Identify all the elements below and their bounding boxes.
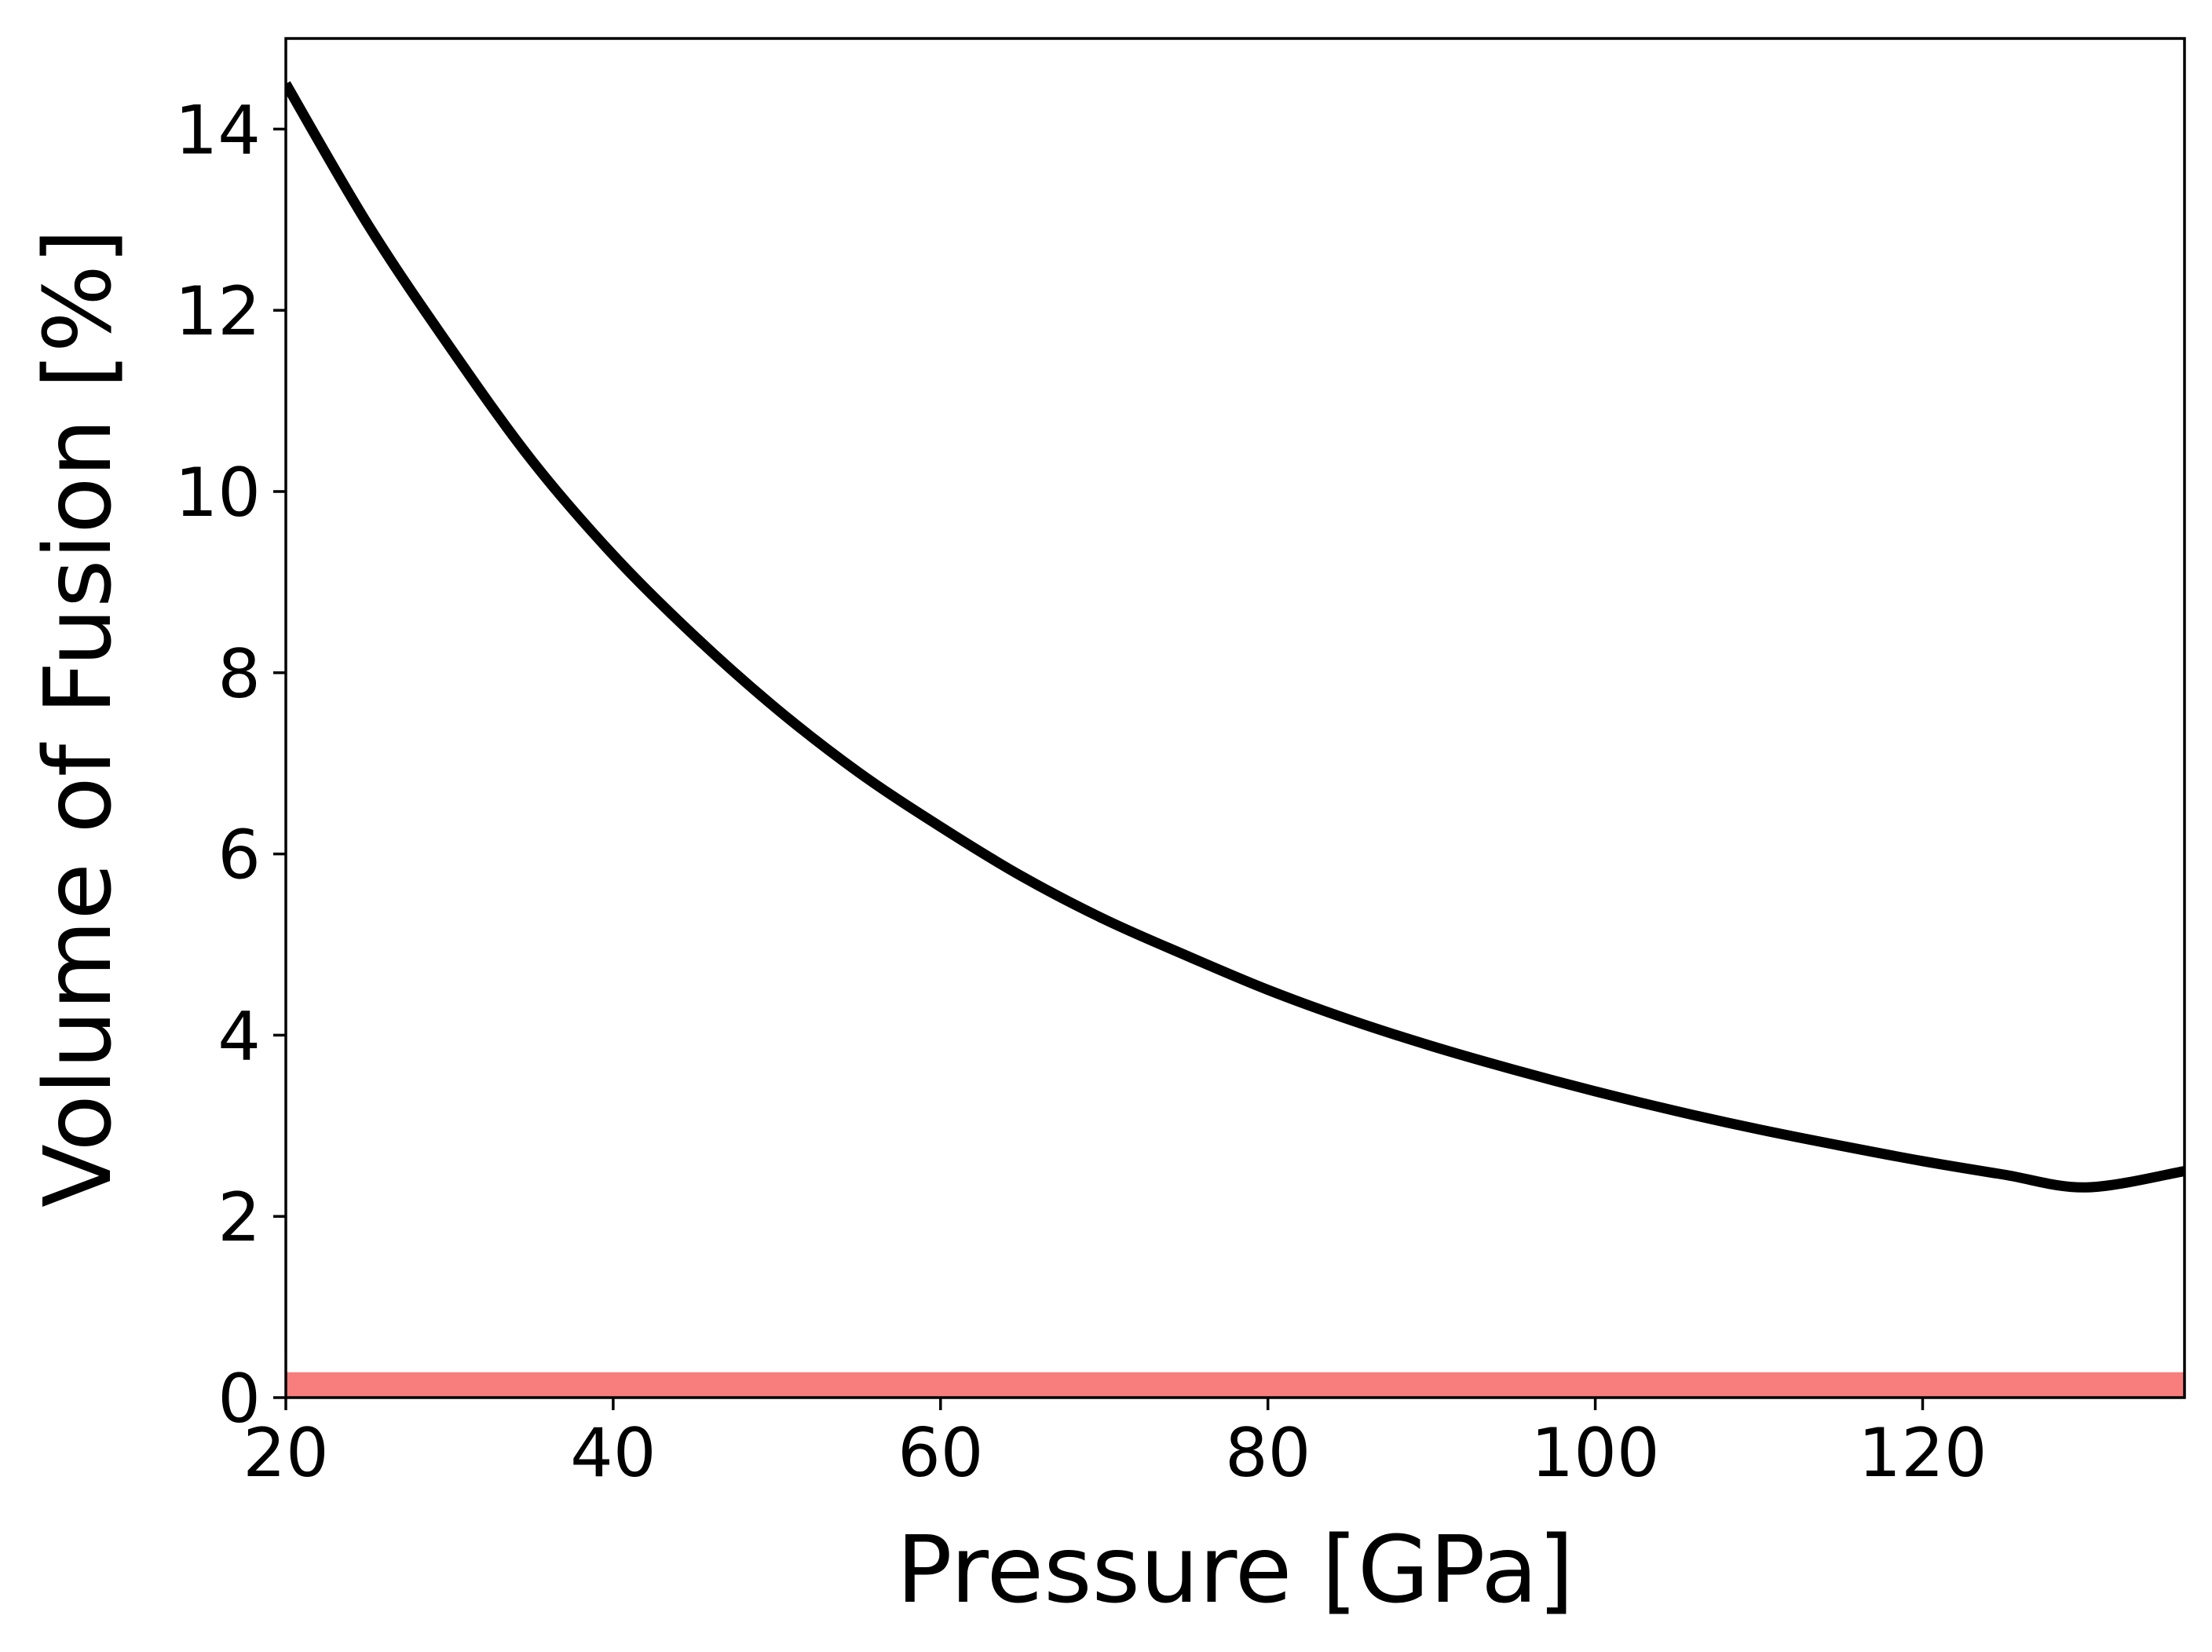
- x-tick-label: 20: [243, 1414, 328, 1493]
- series-line-0: [286, 81, 2185, 1193]
- shaded-band: [286, 1372, 2185, 1398]
- y-tick-label: 12: [175, 272, 261, 351]
- x-tick-label: 40: [570, 1414, 656, 1493]
- y-tick-label: 8: [218, 635, 261, 714]
- y-tick-label: 14: [175, 91, 261, 170]
- y-ticks: 0 2 4 6 8 10 12 14: [175, 91, 286, 1438]
- x-tick-label: 120: [1858, 1414, 1987, 1493]
- x-tick-label: 60: [898, 1414, 983, 1493]
- x-tick-label: 100: [1531, 1414, 1660, 1493]
- series-layer: [286, 81, 2185, 1193]
- y-tick-label: 10: [175, 454, 261, 532]
- y-tick-label: 4: [218, 997, 261, 1076]
- plot-frame: [284, 37, 2186, 1399]
- y-tick-label: 6: [218, 817, 261, 895]
- y-tick-label: 2: [218, 1179, 261, 1257]
- x-axis-label: Pressure [GPa]: [896, 1515, 1574, 1624]
- x-ticks: 20 40 60 80 100 120: [243, 1398, 1987, 1493]
- y-axis-label: Volume of Fusion [%]: [24, 228, 132, 1208]
- x-tick-label: 80: [1225, 1414, 1311, 1493]
- band-layer: [286, 1372, 2185, 1398]
- y-tick-label: 0: [218, 1360, 261, 1438]
